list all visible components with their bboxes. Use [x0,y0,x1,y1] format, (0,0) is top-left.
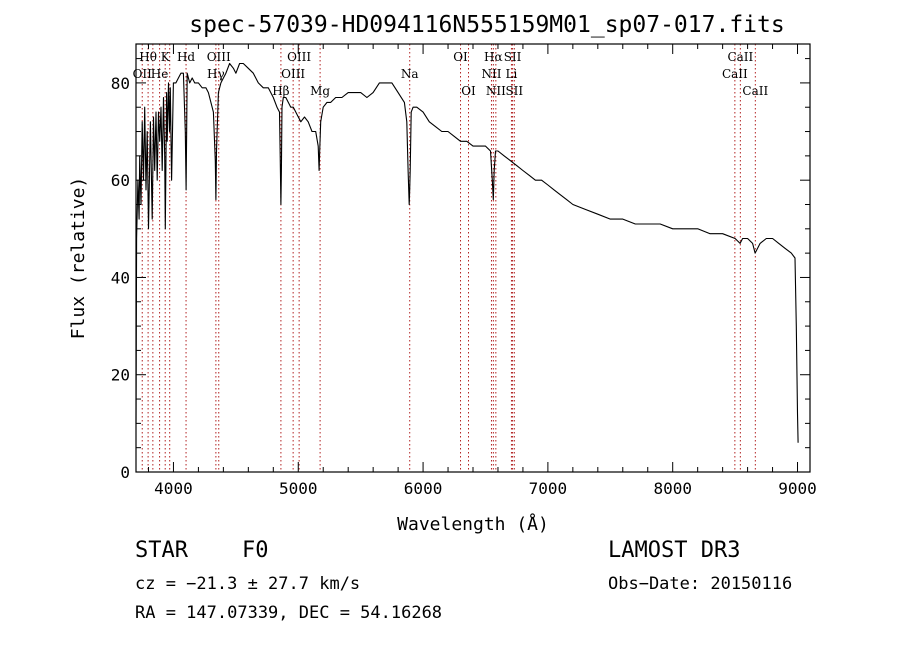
line-label-lower: CaII [742,84,768,98]
y-tick-label: 0 [120,463,130,482]
spectrum-series-line [135,62,799,443]
line-label-middle: Li [506,67,518,81]
spectral-subclass: F0 [242,538,269,563]
survey-name: LAMOST DR3 [608,538,741,563]
line-label-upper: K [161,50,171,64]
line-label-middle: Hγ [207,67,225,81]
line-label-lower: SII [505,84,523,98]
object-class: STAR [135,538,188,563]
line-label-middle: CaII [722,67,748,81]
line-label-middle: NII [481,67,501,81]
x-tick-label: 9000 [778,479,817,498]
y-axis-label: Flux (relative) [68,177,89,340]
line-label-upper: Hd [177,50,195,64]
line-label-upper: Hα [484,50,503,64]
line-label-middle: OII [133,67,153,81]
line-label-lower: Hβ [272,84,289,98]
y-tick-label: 40 [111,268,130,287]
x-tick-label: 5000 [279,479,318,498]
line-label-upper: OIII [287,50,311,64]
x-tick-label: 4000 [154,479,193,498]
line-label-upper: CaII [727,50,753,64]
chart-title: spec-57039-HD094116N555159M01_sp07-017.f… [189,12,784,38]
x-axis-label: Wavelength (Å) [397,513,549,535]
line-label-upper: OI [453,50,468,64]
redshift-velocity: cz = −21.3 ± 27.7 km/s [135,574,361,594]
line-label-upper: SII [504,50,522,64]
line-label-upper: Hθ [139,50,157,64]
y-tick-label: 20 [111,366,130,385]
x-tick-label: 7000 [529,479,568,498]
observation-date: Obs−Date: 20150116 [608,574,793,594]
y-tick-label: 80 [111,74,130,93]
x-tick-label: 8000 [653,479,692,498]
sky-coordinates: RA = 147.07339, DEC = 54.16268 [135,603,443,623]
line-label-middle: Na [401,67,419,81]
plot-frame [135,43,811,473]
line-label-lower: Mg [310,84,330,98]
line-label-middle: He [151,67,169,81]
line-label-middle: OIII [281,67,305,81]
y-tick-label: 60 [111,171,130,190]
line-label-lower: OI [461,84,476,98]
line-label-lower: NII [486,84,506,98]
line-label-upper: OIII [207,50,231,64]
x-tick-label: 6000 [404,479,443,498]
